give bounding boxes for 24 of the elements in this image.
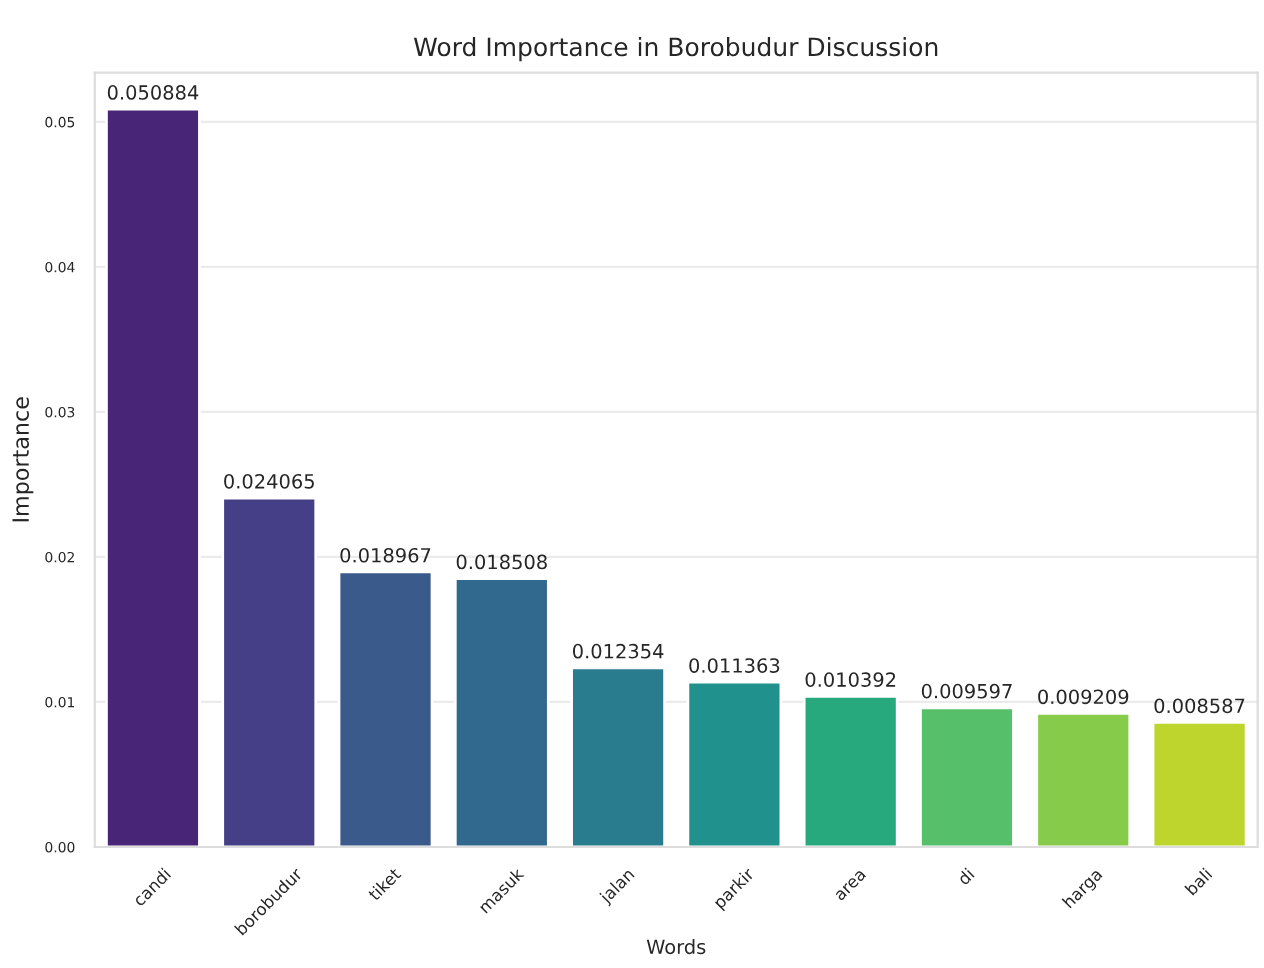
bar (105, 107, 201, 847)
bar (453, 577, 550, 847)
bar (1151, 721, 1248, 847)
x-tick-label: di (956, 867, 975, 886)
bar (1035, 712, 1132, 847)
data-label: 0.010392 (805, 672, 896, 687)
y-axis-title: Importance (12, 397, 34, 522)
bar (221, 496, 318, 847)
x-axis-title: Words (646, 939, 706, 955)
data-label: 0.009597 (921, 683, 1012, 699)
bar (686, 680, 783, 847)
data-label: 0.012354 (572, 643, 664, 659)
data-label: 0.018508 (456, 554, 547, 570)
bar (802, 694, 899, 847)
bar (570, 666, 666, 847)
data-label: 0.050884 (107, 85, 199, 100)
data-label: 0.011363 (689, 658, 780, 673)
bar (337, 570, 434, 847)
bar (919, 706, 1015, 847)
data-label: 0.009209 (1038, 689, 1129, 705)
data-label: 0.008587 (1154, 698, 1245, 714)
data-label: 0.018967 (340, 547, 431, 563)
chart-title: Word Importance in Borobudur Discussion (413, 36, 938, 62)
data-label: 0.024065 (224, 473, 314, 489)
